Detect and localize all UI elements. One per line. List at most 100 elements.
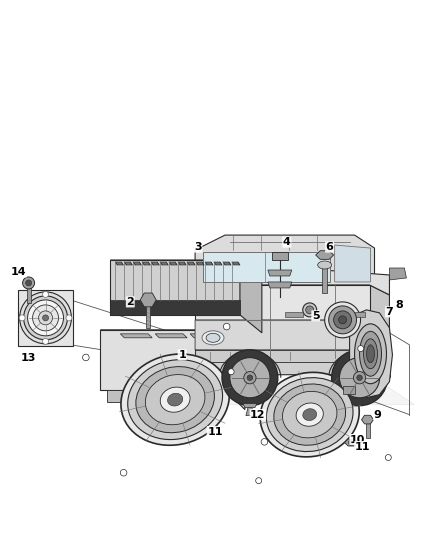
Polygon shape [240, 260, 262, 333]
Text: 5: 5 [312, 311, 319, 321]
Circle shape [222, 350, 278, 406]
Polygon shape [370, 285, 389, 375]
Polygon shape [146, 300, 150, 328]
Circle shape [247, 375, 253, 381]
Polygon shape [214, 262, 222, 265]
Polygon shape [195, 350, 370, 362]
Polygon shape [100, 330, 245, 350]
Ellipse shape [360, 332, 381, 376]
Polygon shape [18, 290, 74, 346]
Circle shape [332, 350, 388, 406]
Ellipse shape [364, 339, 378, 369]
Polygon shape [27, 286, 31, 303]
Circle shape [32, 305, 59, 331]
Polygon shape [272, 252, 288, 260]
Ellipse shape [202, 331, 224, 345]
Circle shape [24, 296, 67, 340]
Polygon shape [225, 379, 243, 394]
Polygon shape [185, 385, 414, 405]
Circle shape [39, 311, 53, 325]
Circle shape [20, 292, 71, 344]
Text: 7: 7 [385, 307, 393, 317]
Ellipse shape [128, 360, 223, 440]
Polygon shape [115, 262, 124, 265]
Ellipse shape [121, 354, 230, 445]
Polygon shape [178, 262, 186, 265]
Circle shape [42, 292, 49, 297]
Polygon shape [343, 386, 355, 394]
Polygon shape [268, 270, 292, 276]
Polygon shape [203, 252, 330, 282]
Circle shape [42, 338, 49, 344]
Circle shape [358, 345, 364, 352]
Text: 12: 12 [250, 410, 265, 419]
Ellipse shape [266, 377, 353, 451]
Circle shape [230, 358, 270, 398]
Polygon shape [361, 415, 374, 424]
Ellipse shape [296, 403, 323, 426]
Circle shape [19, 315, 25, 321]
Circle shape [357, 375, 362, 381]
Circle shape [228, 369, 234, 375]
Polygon shape [110, 260, 262, 278]
Text: 3: 3 [194, 242, 202, 252]
Polygon shape [100, 330, 225, 390]
Ellipse shape [318, 261, 332, 269]
Polygon shape [345, 439, 359, 446]
Circle shape [25, 280, 32, 286]
Circle shape [325, 302, 360, 338]
Polygon shape [246, 408, 254, 416]
Polygon shape [223, 262, 231, 265]
Circle shape [328, 306, 357, 334]
Circle shape [303, 303, 317, 317]
Polygon shape [133, 262, 141, 265]
Text: 9: 9 [374, 410, 381, 419]
Circle shape [261, 439, 268, 445]
Polygon shape [196, 262, 204, 265]
Polygon shape [243, 403, 257, 408]
Text: 14: 14 [11, 267, 26, 277]
Polygon shape [325, 315, 366, 325]
Polygon shape [169, 262, 177, 265]
Ellipse shape [168, 393, 183, 406]
Ellipse shape [367, 345, 374, 363]
Circle shape [28, 300, 64, 336]
Polygon shape [195, 360, 389, 375]
Circle shape [244, 372, 256, 384]
Polygon shape [335, 245, 371, 282]
Polygon shape [225, 330, 245, 410]
Circle shape [23, 277, 35, 289]
Circle shape [349, 440, 355, 446]
Circle shape [256, 478, 261, 483]
Circle shape [385, 455, 391, 461]
Polygon shape [110, 300, 240, 315]
Polygon shape [316, 251, 334, 260]
Polygon shape [195, 262, 389, 295]
Circle shape [353, 372, 366, 384]
Text: 10: 10 [350, 434, 365, 445]
Ellipse shape [160, 387, 190, 412]
Polygon shape [366, 419, 370, 438]
Polygon shape [232, 262, 240, 265]
Text: 2: 2 [127, 297, 134, 307]
Polygon shape [151, 262, 159, 265]
Polygon shape [322, 265, 327, 293]
Polygon shape [389, 268, 406, 280]
Text: 6: 6 [326, 242, 334, 252]
Polygon shape [343, 314, 355, 322]
Circle shape [120, 470, 127, 476]
Circle shape [339, 316, 346, 324]
Ellipse shape [355, 324, 386, 384]
Polygon shape [195, 285, 370, 360]
Polygon shape [155, 334, 187, 338]
Circle shape [66, 315, 72, 321]
Ellipse shape [327, 311, 368, 329]
Circle shape [83, 354, 89, 361]
Polygon shape [205, 262, 213, 265]
Polygon shape [190, 334, 222, 338]
Polygon shape [120, 334, 152, 338]
Polygon shape [160, 262, 168, 265]
Polygon shape [268, 282, 292, 288]
Circle shape [42, 315, 49, 321]
Ellipse shape [206, 333, 220, 342]
